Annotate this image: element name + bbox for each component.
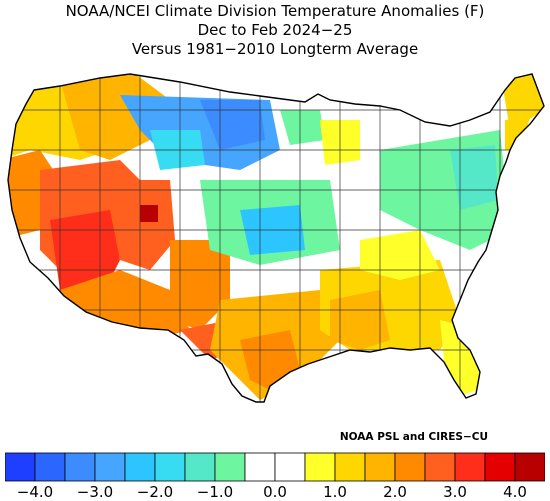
legend-swatch	[64, 452, 96, 482]
legend-swatch	[5, 452, 36, 482]
legend-swatch	[124, 452, 156, 482]
legend-tick-label: −1.0	[196, 483, 234, 501]
map-title: NOAA/NCEI Climate Division Temperature A…	[0, 2, 550, 59]
legend-tick-label: −4.0	[16, 483, 54, 501]
legend-swatch	[484, 452, 516, 482]
legend-tick-label: 3.0	[443, 483, 467, 501]
legend-colorbar	[5, 452, 545, 482]
legend-swatch	[454, 452, 486, 482]
legend-swatch	[364, 452, 396, 482]
legend-tick-label: −3.0	[76, 483, 114, 501]
legend-swatch	[274, 452, 306, 482]
title-line-2: Dec to Feb 2024−25	[197, 21, 353, 39]
legend-swatch	[184, 452, 216, 482]
anomaly-fill	[8, 74, 544, 402]
legend-swatch	[154, 452, 186, 482]
legend-swatch	[334, 452, 366, 482]
legend-swatch	[34, 452, 66, 482]
legend-swatch	[424, 452, 456, 482]
title-line-1: NOAA/NCEI Climate Division Temperature A…	[65, 2, 485, 20]
legend-tick-label: −2.0	[136, 483, 174, 501]
us-anomaly-map	[7, 73, 545, 403]
legend-tick-label: 0.0	[263, 483, 287, 501]
legend-swatch	[514, 452, 545, 482]
legend-tick-label: 4.0	[503, 483, 527, 501]
title-line-3: Versus 1981−2010 Longterm Average	[131, 40, 419, 58]
legend-swatch	[94, 452, 126, 482]
legend-tick-label: 2.0	[383, 483, 407, 501]
legend-swatch	[394, 452, 426, 482]
legend-tick-label: 1.0	[323, 483, 347, 501]
legend-swatch	[214, 452, 246, 482]
credit-label: NOAA PSL and CIRES−CU	[339, 431, 488, 443]
legend-swatch	[244, 452, 276, 482]
legend-swatch	[304, 452, 336, 482]
